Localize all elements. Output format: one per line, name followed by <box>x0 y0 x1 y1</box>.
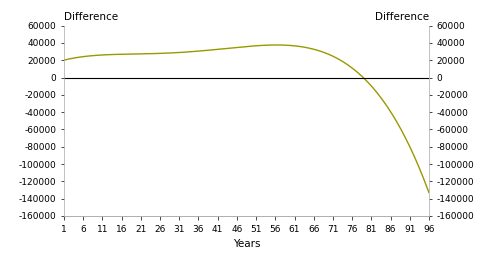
X-axis label: Years: Years <box>233 240 260 250</box>
Text: Difference: Difference <box>64 12 118 22</box>
Text: Difference: Difference <box>375 12 429 22</box>
